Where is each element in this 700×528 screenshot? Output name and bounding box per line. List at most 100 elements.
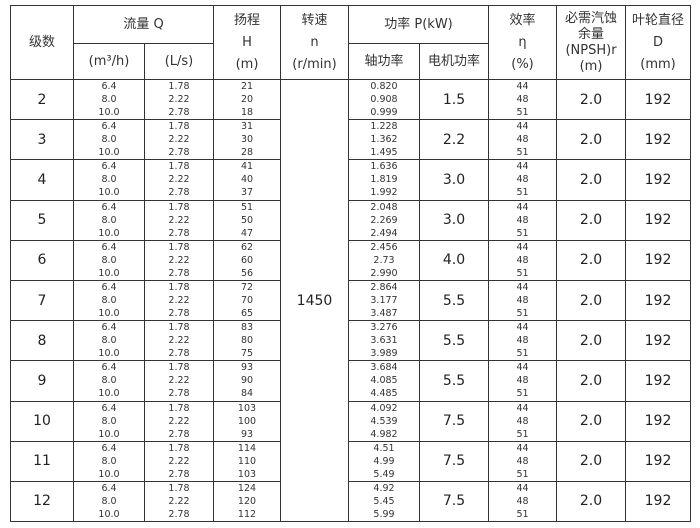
efficiency-cell-value: 48 [516,295,529,307]
flow-m3h-cell: 6.4 8.0 10.0 [73,119,145,161]
efficiency-cell: 44 48 51 [488,480,557,523]
head-cell-value: 120 [237,495,257,507]
shaft-power-cell-value: 4.092 [370,402,398,414]
header-efficiency: 效率 η (%) [488,5,557,80]
flow-ls-cell: 1.78 2.22 2.78 [144,480,214,523]
efficiency-cell: 44 48 51 [488,279,557,322]
head-cell-value: 114 [237,442,257,454]
header-motor-power: 电机功率 [419,43,489,80]
header-head: 扬程 H (m) [213,5,281,80]
shaft-power-cell-value: 3.684 [370,362,398,374]
flow-ls-cell-value: 2.22 [168,174,190,186]
pump-performance-table: 级数 流量 Q 扬程 H (m) 转速 n (r/min) 功率 P(kW) 效率 η (%… [10,5,691,523]
motor-power-cell: 7.5 [419,400,489,442]
flow-ls-cell: 1.78 2.22 2.78 [144,360,214,402]
flow-ls-cell-value: 2.22 [168,415,190,427]
flow-m3h-cell-value: 10.0 [98,107,120,119]
head-cell-value: 124 [237,482,257,494]
flow-ls-cell-value: 1.78 [168,442,190,454]
flow-m3h-cell-value: 6.4 [101,282,117,294]
efficiency-cell-value: 48 [516,495,529,507]
flow-ls-cell: 1.78 2.22 2.78 [144,279,214,322]
flow-m3h-cell-value: 6.4 [101,81,117,93]
shaft-power-cell-value: 1.819 [370,174,398,186]
motor-power-cell: 7.5 [419,480,489,523]
flow-m3h-cell: 6.4 8.0 10.0 [73,440,145,482]
head-cell-value: 100 [237,415,257,427]
head-cell-value: 103 [237,402,257,414]
flow-m3h-cell: 6.4 8.0 10.0 [73,360,145,402]
shaft-power-cell-value: 5.49 [373,468,395,480]
header-flow-m3h: (m³/h) [73,43,145,80]
impeller-cell: 192 [625,360,691,402]
shaft-power-cell-value: 4.92 [373,482,395,494]
efficiency-cell-value: 48 [516,375,529,387]
shaft-power-cell-value: 4.51 [373,442,395,454]
stage-cell: 9 [10,360,74,402]
impeller-cell: 192 [625,78,691,121]
npsh-cell: 2.0 [556,239,626,281]
header-shaft-power: 轴功率 [348,43,420,80]
flow-ls-cell-value: 2.78 [168,348,190,360]
efficiency-cell-value: 44 [516,81,529,93]
head-cell-value: 51 [240,201,254,213]
flow-m3h-cell-value: 10.0 [98,147,120,159]
flow-m3h-cell-value: 10.0 [98,267,120,279]
shaft-power-cell: 2.048 2.269 2.494 [348,199,420,241]
flow-m3h-cell-value: 10.0 [98,388,120,400]
table-row: 6 6.4 8.0 10.0 1.78 2.22 2.78 62 60 56 2.456 2.73 2.… [10,239,691,281]
npsh-cell: 2.0 [556,78,626,121]
motor-power-cell: 2.2 [419,119,489,161]
head-cell: 72 70 65 [213,279,281,322]
efficiency-cell-value: 48 [516,94,529,106]
head-cell-value: 50 [240,214,254,226]
flow-ls-cell-value: 2.78 [168,107,190,119]
flow-ls-cell-value: 1.78 [168,482,190,494]
flow-ls-cell-value: 2.22 [168,495,190,507]
head-cell: 21 20 18 [213,78,281,121]
flow-m3h-cell-value: 8.0 [101,415,117,427]
flow-m3h-cell-value: 8.0 [101,335,117,347]
shaft-power-cell-value: 3.631 [370,335,398,347]
head-cell-value: 84 [240,388,254,400]
motor-power-cell: 5.5 [419,320,489,362]
head-cell-value: 90 [240,375,254,387]
efficiency-cell: 44 48 51 [488,199,557,241]
shaft-power-cell: 3.684 4.085 4.485 [348,360,420,402]
shaft-power-cell-value: 4.539 [370,415,398,427]
efficiency-cell-value: 51 [516,187,529,199]
motor-power-cell: 5.5 [419,279,489,322]
flow-m3h-cell-value: 10.0 [98,187,120,199]
stage-cell: 3 [10,119,74,161]
head-cell-value: 41 [240,161,254,173]
stage-cell: 12 [10,480,74,523]
flow-m3h-cell-value: 8.0 [101,495,117,507]
flow-ls-cell-value: 2.22 [168,94,190,106]
shaft-power-cell-value: 0.820 [370,81,398,93]
head-cell-value: 20 [240,94,254,106]
efficiency-cell-value: 48 [516,254,529,266]
efficiency-cell: 44 48 51 [488,400,557,442]
efficiency-cell-value: 48 [516,214,529,226]
shaft-power-cell: 4.92 5.45 5.99 [348,480,420,523]
flow-m3h-cell-value: 6.4 [101,482,117,494]
efficiency-cell: 44 48 51 [488,239,557,281]
impeller-cell: 192 [625,119,691,161]
efficiency-cell-value: 44 [516,161,529,173]
efficiency-cell-value: 44 [516,402,529,414]
efficiency-cell-value: 51 [516,348,529,360]
motor-power-cell: 1.5 [419,78,489,121]
stage-cell: 2 [10,78,74,121]
flow-ls-cell-value: 2.78 [168,508,190,520]
npsh-cell: 2.0 [556,360,626,402]
head-cell: 103 100 93 [213,400,281,442]
flow-m3h-cell: 6.4 8.0 10.0 [73,239,145,281]
efficiency-cell-value: 48 [516,174,529,186]
shaft-power-cell-value: 0.999 [370,107,398,119]
stage-cell: 4 [10,159,74,201]
efficiency-cell: 44 48 51 [488,78,557,121]
table-row: 9 6.4 8.0 10.0 1.78 2.22 2.78 93 90 84 3.684 4.085 4… [10,360,691,402]
head-cell-value: 31 [240,121,254,133]
flow-ls-cell-value: 2.22 [168,295,190,307]
flow-ls-cell-value: 2.78 [168,227,190,239]
